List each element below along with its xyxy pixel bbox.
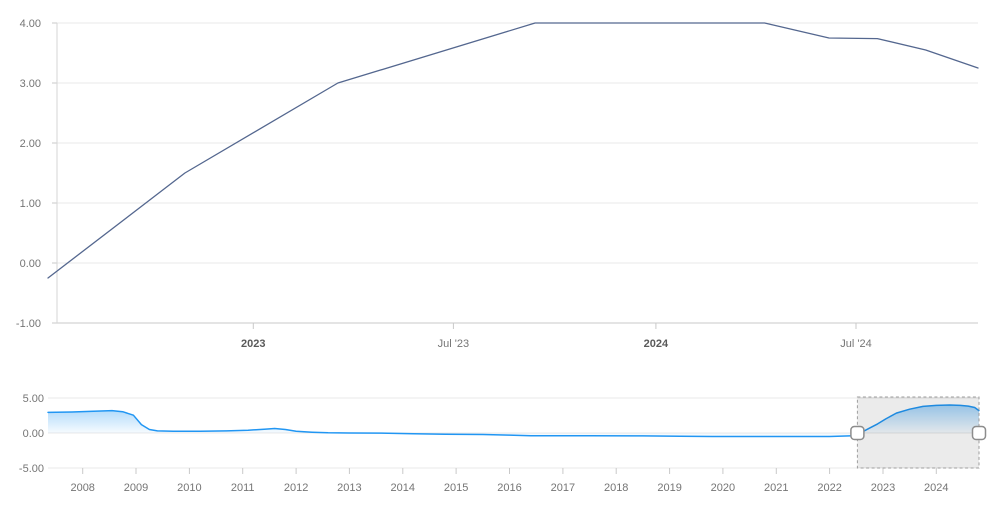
nav-x-axis-label: 2019 <box>657 482 681 494</box>
navigator-handle-left[interactable] <box>850 425 865 441</box>
main-y-axis-label: 1.00 <box>20 198 41 210</box>
nav-x-axis-label: 2022 <box>817 482 841 494</box>
nav-y-axis-label: 5.00 <box>23 393 44 405</box>
main-rate-line <box>47 22 979 279</box>
nav-x-axis-label: 2015 <box>444 482 468 494</box>
main-y-axis-label: 2.00 <box>20 138 41 150</box>
navigator-selection[interactable] <box>856 396 980 469</box>
nav-y-axis-label: 0.00 <box>23 428 44 440</box>
navigator: 5.00 0.00 -5.00 2008 2009 2010 2011 2012 2013 201… <box>19 393 987 494</box>
main-y-axis-label: 0.00 <box>20 258 41 270</box>
nav-x-axis-label: 2008 <box>70 482 94 494</box>
nav-rate-line <box>47 404 980 438</box>
navigator-handle-right[interactable] <box>971 425 987 441</box>
nav-x-axis-label: 2017 <box>551 482 575 494</box>
nav-x-axis-label: 2020 <box>711 482 735 494</box>
nav-x-axis-label: 2024 <box>924 482 948 494</box>
nav-x-axis-label: 2018 <box>604 482 628 494</box>
main-y-axis-label: 4.00 <box>20 18 41 30</box>
nav-x-axis-label: 2021 <box>764 482 788 494</box>
nav-y-axis-label: -5.00 <box>19 463 44 475</box>
main-y-axis-label: 3.00 <box>20 78 41 90</box>
nav-x-axis-label: 2011 <box>231 482 255 494</box>
main-x-axis-label: 2024 <box>644 338 669 350</box>
main-x-axis-label: Jul '24 <box>840 338 871 350</box>
nav-x-axis-label: 2010 <box>177 482 201 494</box>
nav-x-axis-label: 2023 <box>871 482 895 494</box>
main-y-axis-label: -1.00 <box>16 318 41 330</box>
main-x-axis-label: 2023 <box>241 338 265 350</box>
nav-x-axis-label: 2009 <box>124 482 148 494</box>
main-x-axis-label: Jul '23 <box>438 338 469 350</box>
nav-x-axis-label: 2014 <box>391 482 415 494</box>
nav-x-axis-label: 2013 <box>337 482 361 494</box>
main-chart: 4.00 3.00 2.00 1.00 0.00 -1.00 2023 Jul '23 2024… <box>16 18 979 350</box>
nav-x-axis-label: 2012 <box>284 482 308 494</box>
nav-x-axis-label: 2016 <box>497 482 521 494</box>
